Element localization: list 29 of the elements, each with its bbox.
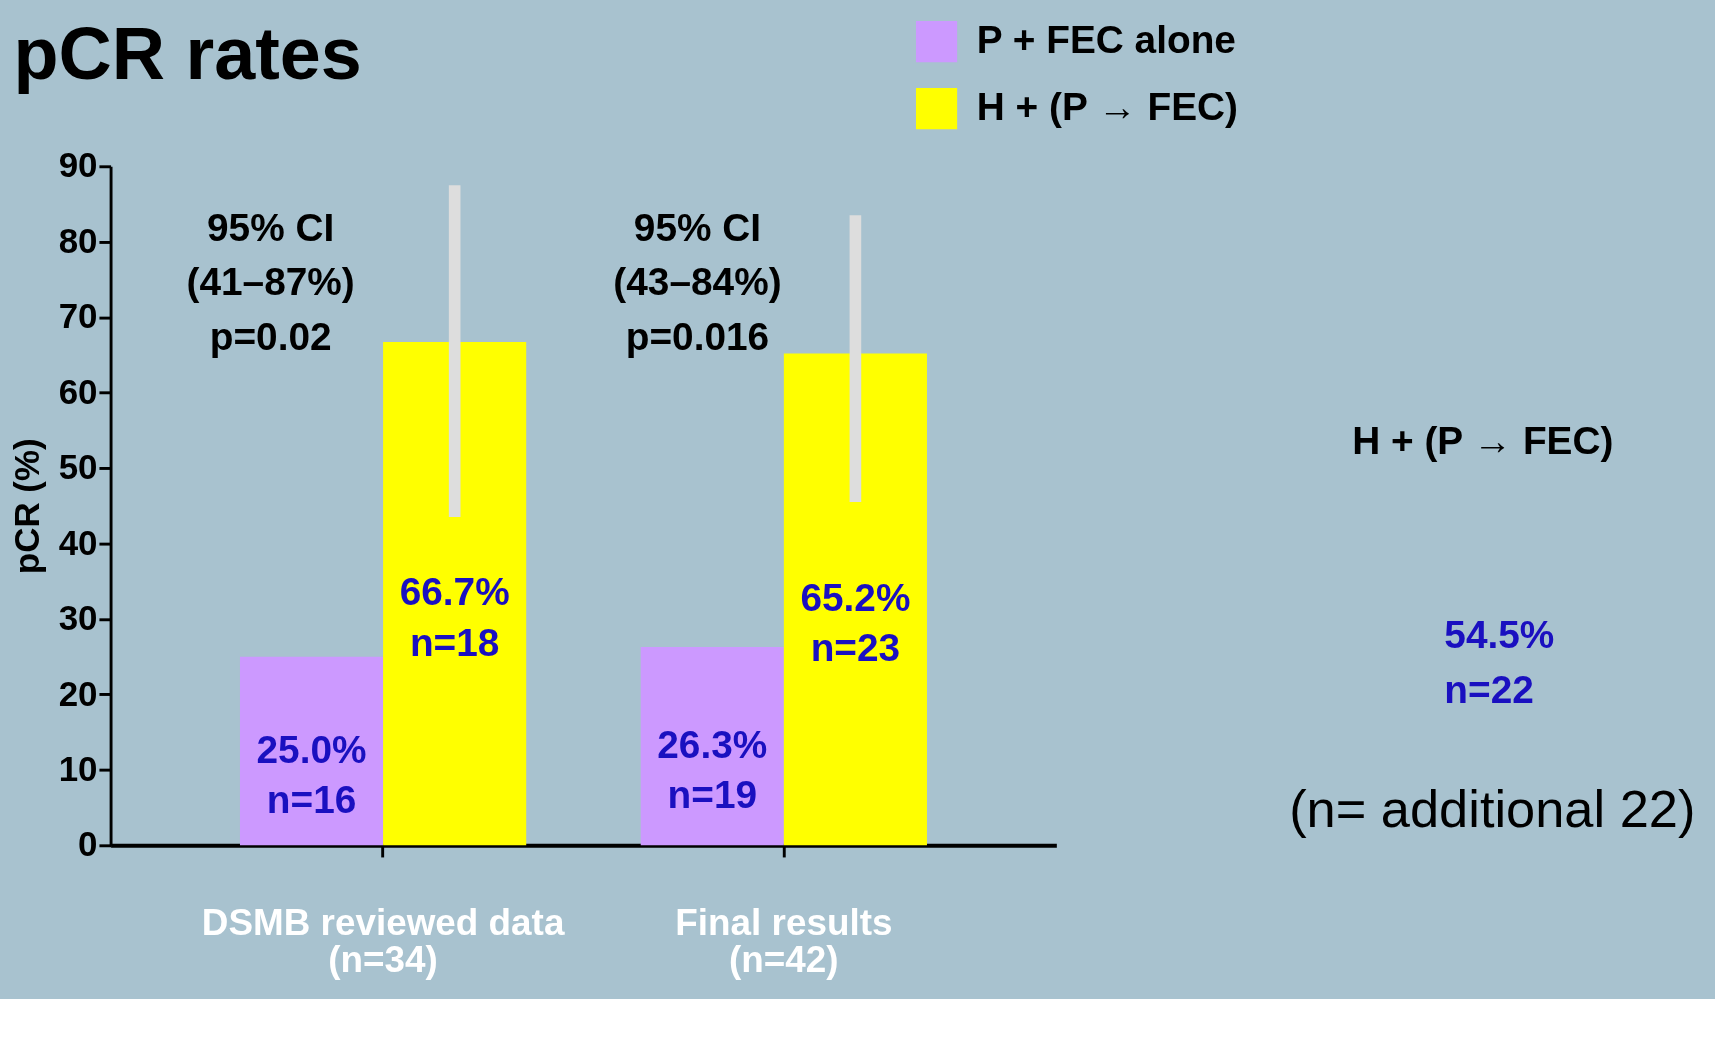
legend-label: H + (P → FEC): [976, 85, 1239, 129]
text: H + (P → FEC): [1352, 419, 1614, 463]
y-tick-label: 0: [78, 824, 98, 864]
annotation: 95% CI (41–87%) p=0.02: [186, 205, 355, 358]
data-label: 66.7% n=18: [399, 570, 510, 664]
y-tick-label: 20: [58, 673, 98, 713]
bar: [383, 342, 527, 846]
legend-label: P + FEC alone: [976, 18, 1236, 62]
y-axis-title: pCR (%): [7, 438, 47, 575]
x-tick-label: Final results (n=42): [675, 902, 893, 980]
y-tick-label: 80: [58, 220, 98, 260]
y-tick-label: 70: [58, 296, 98, 336]
data-label: 26.3% n=19: [657, 722, 768, 817]
y-tick-label: 40: [58, 522, 98, 562]
text: (n= additional 22): [1289, 779, 1696, 838]
bar: [239, 656, 384, 846]
chart-title: pCR rates: [13, 12, 362, 95]
data-label: 65.2% n=23: [800, 576, 911, 670]
text: 54.5% n=22: [1444, 613, 1555, 711]
y-tick-label: 30: [58, 598, 98, 638]
bar: [640, 646, 784, 846]
bar: [783, 353, 927, 846]
data-label: 25.0% n=16: [256, 727, 367, 822]
y-tick-label: 10: [58, 749, 98, 789]
x-tick-label: DSMB reviewed data (n=34): [201, 902, 565, 980]
annotation: 95% CI (43–84%) p=0.016: [613, 205, 782, 358]
y-tick-label: 60: [58, 371, 98, 411]
y-tick-label: 90: [58, 145, 98, 185]
y-tick-label: 50: [58, 447, 98, 487]
